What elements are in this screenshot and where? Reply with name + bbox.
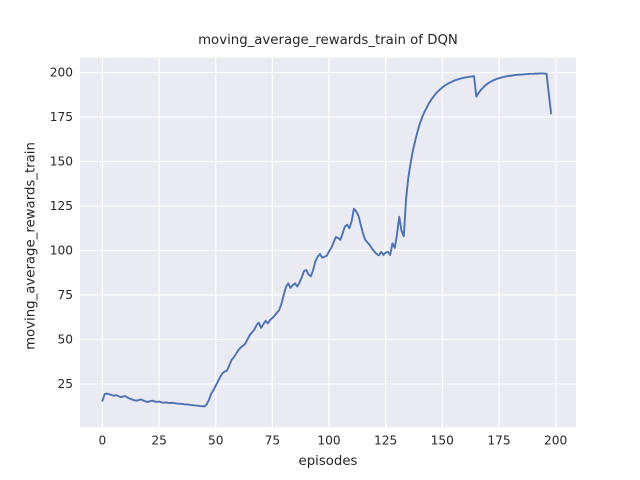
chart-title: moving_average_rewards_train of DQN (198, 33, 458, 48)
x-tick-label: 150 (431, 434, 454, 448)
reward-line (101, 72, 553, 408)
x-axis-label: episodes (298, 454, 358, 469)
x-tick-label: 25 (151, 434, 167, 448)
x-tick-label: 175 (487, 434, 510, 448)
y-tick-label: 25 (57, 377, 73, 391)
y-tick-label: 200 (50, 66, 73, 80)
x-tick-label: 50 (208, 434, 224, 448)
x-tick-label: 200 (544, 434, 567, 448)
y-tick-label: 175 (50, 110, 73, 124)
y-tick-label: 50 (57, 333, 73, 347)
y-tick-label: 125 (50, 199, 73, 213)
y-axis-label-text: moving_average_rewards_train (23, 142, 39, 350)
x-tick-label: 125 (374, 434, 397, 448)
y-tick-label: 150 (50, 155, 73, 169)
y-tick-label: 75 (57, 288, 73, 302)
x-tick-label: 0 (99, 434, 107, 448)
plot-background (80, 57, 576, 428)
y-tick-label: 100 (50, 244, 73, 258)
x-tick-label: 100 (317, 434, 340, 448)
x-tick-label: 75 (265, 434, 281, 448)
